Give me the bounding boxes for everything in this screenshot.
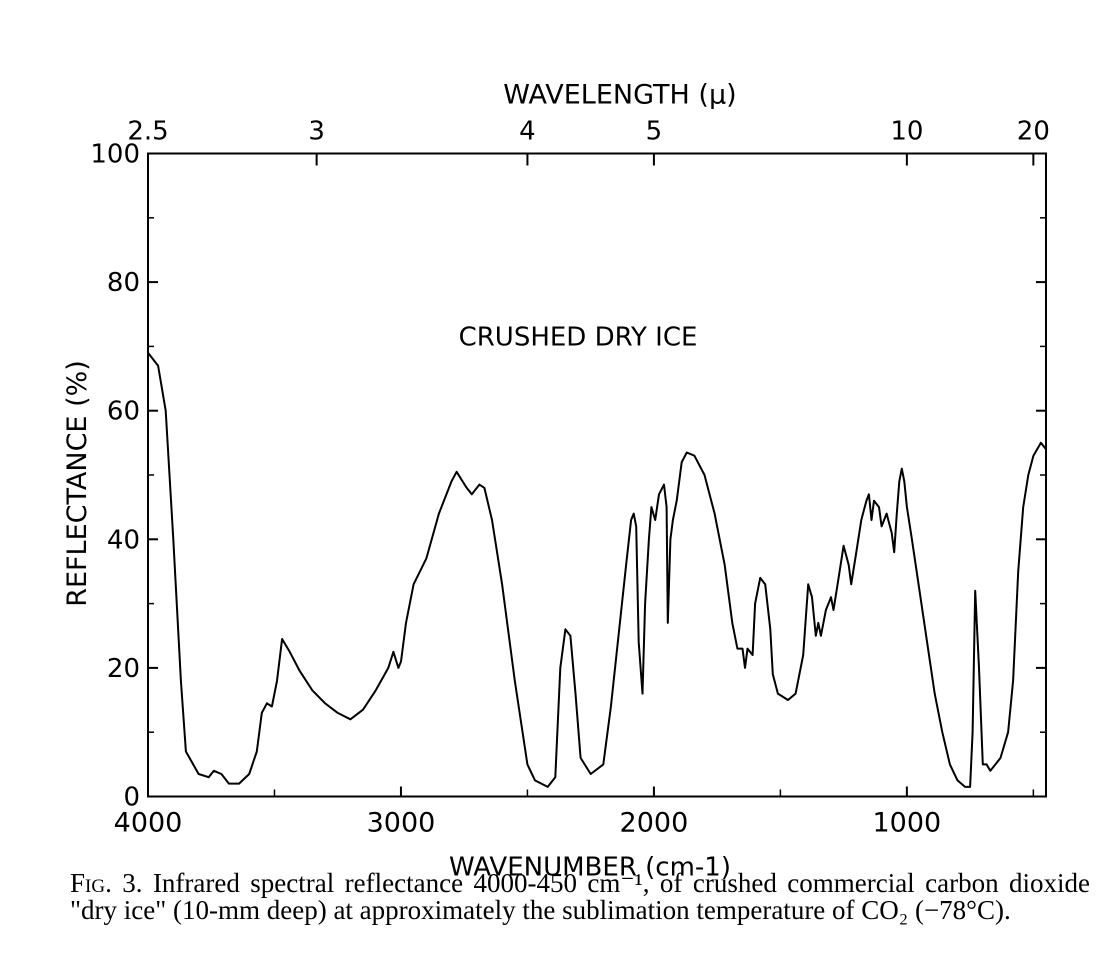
y-axis: 0 20 40 60 80 100 bbox=[90, 140, 1046, 813]
top-tick-label: 2.5 bbox=[127, 117, 168, 147]
y-tick-label: 80 bbox=[107, 268, 140, 298]
y-tick-label: 40 bbox=[107, 525, 140, 555]
top-axis-label: WAVELENGTH (μ) bbox=[503, 80, 736, 111]
top-tick-label: 20 bbox=[1017, 117, 1050, 147]
x-tick-label: 2000 bbox=[620, 808, 689, 839]
x-tick-label: 1000 bbox=[873, 808, 942, 839]
chart-title: CRUSHED DRY ICE bbox=[459, 323, 698, 353]
x-axis-label: WAVENUMBER (cm-1) bbox=[449, 853, 731, 883]
top-tick-label: 3 bbox=[308, 117, 325, 147]
y-tick-label: 60 bbox=[107, 397, 140, 427]
figure-number: Fig. 3. bbox=[70, 868, 143, 898]
top-tick-label: 10 bbox=[890, 117, 923, 147]
reflectance-curve bbox=[147, 352, 1047, 788]
top-tick-label: 5 bbox=[646, 117, 663, 147]
y-tick-label: 20 bbox=[107, 654, 140, 684]
x-tick-label: 4000 bbox=[114, 808, 183, 839]
caption-text: Infrared spectral reflectance 4000-450 c… bbox=[70, 868, 1090, 925]
y-axis-label: REFLECTANCE (%) bbox=[62, 360, 93, 607]
top-tick-label: 4 bbox=[519, 117, 536, 147]
y-tick-label: 100 bbox=[90, 140, 140, 170]
x-axis: 4000 3000 2000 1000 bbox=[114, 786, 1035, 839]
y-tick-label: 0 bbox=[123, 783, 140, 813]
plot-frame bbox=[147, 152, 1047, 798]
top-wavelength-axis: 2.5 3 4 5 10 20 bbox=[127, 117, 1050, 166]
plot-area-border bbox=[147, 152, 1047, 798]
x-tick-label: 3000 bbox=[367, 808, 436, 839]
figure-caption: Fig. 3. Infrared spectral reflectance 40… bbox=[70, 870, 1090, 924]
